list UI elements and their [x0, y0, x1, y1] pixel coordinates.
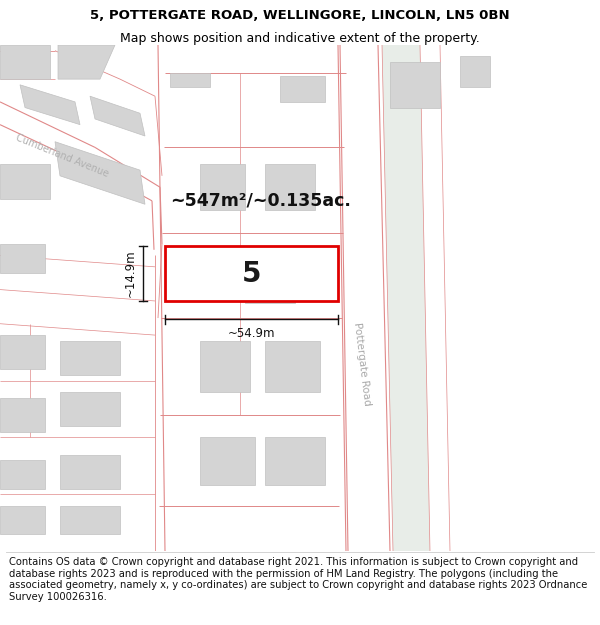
Polygon shape — [0, 244, 45, 272]
Polygon shape — [0, 398, 45, 432]
Text: ~54.9m: ~54.9m — [228, 327, 275, 340]
Bar — [165, 246, 338, 301]
Polygon shape — [0, 460, 45, 489]
Polygon shape — [245, 256, 295, 303]
Text: ~547m²/~0.135ac.: ~547m²/~0.135ac. — [170, 192, 351, 210]
Polygon shape — [0, 164, 50, 199]
Text: 5, POTTERGATE ROAD, WELLINGORE, LINCOLN, LN5 0BN: 5, POTTERGATE ROAD, WELLINGORE, LINCOLN,… — [90, 9, 510, 22]
Polygon shape — [0, 506, 45, 534]
Text: ~14.9m: ~14.9m — [124, 250, 137, 298]
Polygon shape — [58, 45, 115, 79]
Polygon shape — [170, 74, 210, 87]
Polygon shape — [60, 341, 120, 375]
Polygon shape — [0, 45, 50, 79]
Polygon shape — [55, 142, 145, 204]
Polygon shape — [200, 164, 245, 210]
Polygon shape — [265, 341, 320, 392]
Polygon shape — [0, 335, 45, 369]
Text: Cumberland Avenue: Cumberland Avenue — [14, 132, 110, 179]
Polygon shape — [280, 76, 325, 102]
Text: Pottergate Road: Pottergate Road — [352, 321, 372, 406]
Polygon shape — [60, 392, 120, 426]
Polygon shape — [200, 438, 255, 485]
Polygon shape — [200, 341, 250, 392]
Text: 5: 5 — [242, 259, 261, 288]
Polygon shape — [60, 454, 120, 489]
Polygon shape — [90, 96, 145, 136]
Polygon shape — [265, 164, 315, 210]
Polygon shape — [20, 85, 80, 124]
Polygon shape — [60, 506, 120, 534]
Polygon shape — [390, 62, 440, 107]
Polygon shape — [265, 438, 325, 485]
Text: Contains OS data © Crown copyright and database right 2021. This information is : Contains OS data © Crown copyright and d… — [9, 557, 587, 602]
Polygon shape — [460, 56, 490, 87]
Polygon shape — [382, 45, 430, 551]
Text: Map shows position and indicative extent of the property.: Map shows position and indicative extent… — [120, 32, 480, 46]
